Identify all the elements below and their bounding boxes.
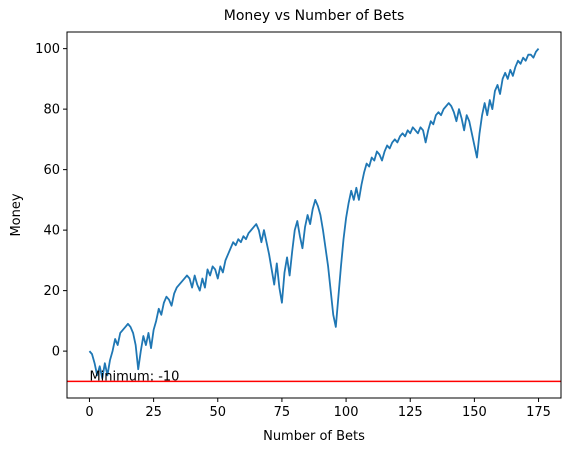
y-axis-label: Money <box>9 193 24 236</box>
x-tick-label: 75 <box>274 405 291 420</box>
data-line <box>88 48 540 380</box>
x-tick-label: 100 <box>334 405 359 420</box>
x-tick-label: 25 <box>145 405 162 420</box>
annotation: Minimum: -10 <box>89 369 179 384</box>
y-tick-label: 40 <box>43 224 60 239</box>
y-tick-label: 60 <box>43 163 60 178</box>
x-tick-label: 0 <box>85 405 93 420</box>
x-tick-label: 125 <box>398 405 423 420</box>
y-tick-label: 0 <box>52 345 60 360</box>
x-tick-label: 50 <box>209 405 226 420</box>
x-tick-label: 150 <box>462 405 487 420</box>
plot-frame <box>66 31 562 399</box>
x-axis-label: Number of Bets <box>263 429 365 444</box>
chart-title: Money vs Number of Bets <box>224 8 405 24</box>
y-tick-label: 80 <box>43 103 60 118</box>
x-tick-label: 175 <box>526 405 551 420</box>
y-tick-label: 100 <box>35 42 60 57</box>
y-tick-label: 20 <box>43 284 60 299</box>
